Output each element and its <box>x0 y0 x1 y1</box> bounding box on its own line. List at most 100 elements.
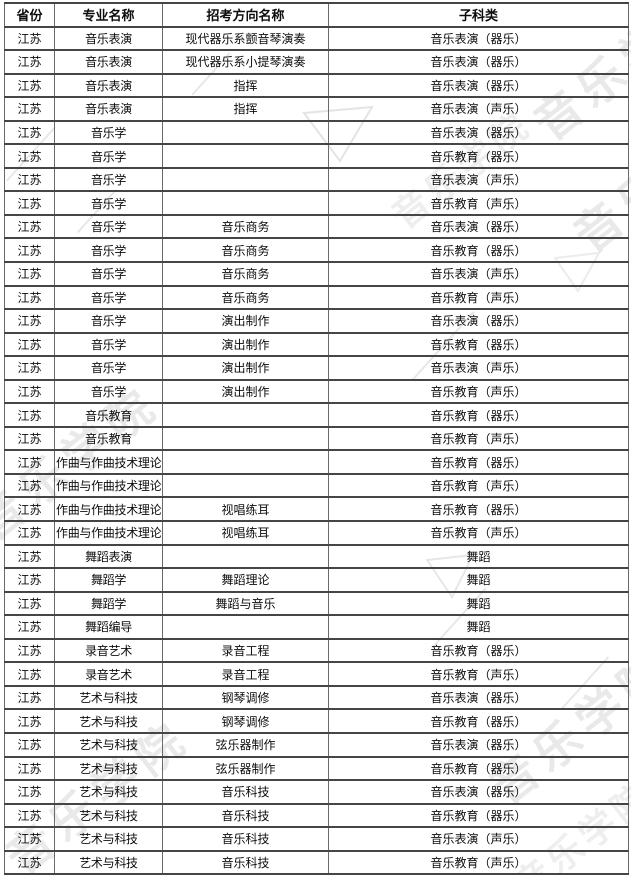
cell-direction: 视唱练耳 <box>162 496 329 523</box>
table-row: 江苏 艺术与科技 音乐科技 音乐教育（器乐） <box>4 802 629 829</box>
cell-subcategory: 音乐教育（声乐） <box>328 472 629 499</box>
cell-direction: 音乐商务 <box>162 261 329 287</box>
table-row: 江苏 音乐学 音乐教育（器乐） <box>4 143 629 169</box>
cell-subcategory: 音乐表演（器乐） <box>328 72 629 99</box>
column-header-major: 专业名称 <box>54 2 163 28</box>
cell-subcategory: 音乐教育（声乐） <box>328 661 629 687</box>
cell-direction: 舞蹈理论 <box>162 567 329 593</box>
table-row: 江苏 艺术与科技 钢琴调修 音乐教育（器乐） <box>4 708 629 734</box>
cell-subcategory: 音乐表演（器乐） <box>328 213 629 240</box>
cell-province: 江苏 <box>4 826 55 852</box>
cell-major: 音乐学 <box>54 119 163 146</box>
cell-province: 江苏 <box>4 143 55 169</box>
cell-direction <box>162 614 329 640</box>
cell-direction <box>162 190 329 216</box>
cell-direction: 音乐科技 <box>162 779 329 805</box>
cell-province: 江苏 <box>4 284 55 311</box>
table-row: 江苏 录音艺术 录音工程 音乐教育（声乐） <box>4 661 629 687</box>
cell-province: 江苏 <box>4 237 55 263</box>
cell-province: 江苏 <box>4 119 55 146</box>
cell-province: 江苏 <box>4 567 55 593</box>
cell-subcategory: 舞蹈 <box>328 543 629 570</box>
table-row: 江苏 作曲与作曲技术理论 音乐教育（器乐） <box>4 449 629 475</box>
cell-direction: 录音工程 <box>162 637 329 664</box>
table-row: 江苏 音乐学 演出制作 音乐教育（声乐） <box>4 378 629 405</box>
cell-major: 音乐学 <box>54 213 163 240</box>
cell-province: 江苏 <box>4 378 55 405</box>
cell-province: 江苏 <box>4 166 55 193</box>
cell-province: 江苏 <box>4 520 55 546</box>
cell-subcategory: 音乐表演（声乐） <box>328 166 629 193</box>
cell-direction <box>162 143 329 169</box>
table-row: 江苏 音乐学 音乐商务 音乐教育（器乐） <box>4 237 629 263</box>
table-row: 江苏 音乐学 音乐表演（器乐） <box>4 119 629 146</box>
cell-subcategory: 音乐教育（声乐） <box>328 520 629 546</box>
cell-direction: 音乐商务 <box>162 213 329 240</box>
cell-major: 作曲与作曲技术理论 <box>54 449 163 475</box>
column-header-subcategory: 子科类 <box>328 2 629 28</box>
cell-major: 艺术与科技 <box>54 779 163 805</box>
cell-province: 江苏 <box>4 331 55 358</box>
cell-subcategory: 音乐表演（声乐） <box>328 261 629 287</box>
cell-province: 江苏 <box>4 708 55 734</box>
cell-province: 江苏 <box>4 449 55 475</box>
table-row: 江苏 音乐教育 音乐教育（器乐） <box>4 402 629 428</box>
cell-direction: 录音工程 <box>162 661 329 687</box>
cell-subcategory: 音乐表演（声乐） <box>328 355 629 381</box>
table-row: 江苏 音乐学 演出制作 音乐教育（器乐） <box>4 331 629 358</box>
cell-direction: 演出制作 <box>162 378 329 405</box>
table-row: 江苏 作曲与作曲技术理论 视唱练耳 音乐教育（声乐） <box>4 520 629 546</box>
table-row: 江苏 艺术与科技 音乐科技 音乐表演（器乐） <box>4 779 629 805</box>
cell-subcategory: 音乐教育（声乐） <box>328 190 629 216</box>
cell-major: 作曲与作曲技术理论 <box>54 496 163 523</box>
cell-direction: 音乐科技 <box>162 849 329 875</box>
cell-major: 舞蹈编导 <box>54 614 163 640</box>
cell-major: 音乐学 <box>54 378 163 405</box>
cell-province: 江苏 <box>4 402 55 428</box>
cell-direction: 指挥 <box>162 72 329 99</box>
cell-major: 艺术与科技 <box>54 755 163 782</box>
table-row: 江苏 录音艺术 录音工程 音乐教育（器乐） <box>4 637 629 664</box>
cell-province: 江苏 <box>4 213 55 240</box>
table-row: 江苏 舞蹈学 舞蹈与音乐 舞蹈 <box>4 590 629 617</box>
cell-province: 江苏 <box>4 96 55 122</box>
table-row: 江苏 作曲与作曲技术理论 视唱练耳 音乐教育（器乐） <box>4 496 629 523</box>
cell-province: 江苏 <box>4 637 55 664</box>
cell-direction: 音乐科技 <box>162 802 329 829</box>
cell-subcategory: 音乐教育（器乐） <box>328 237 629 263</box>
column-header-province: 省份 <box>4 2 55 28</box>
table-row: 江苏 舞蹈编导 舞蹈 <box>4 614 629 640</box>
cell-major: 艺术与科技 <box>54 684 163 711</box>
table-row: 江苏 音乐教育 音乐教育（声乐） <box>4 425 629 452</box>
cell-province: 江苏 <box>4 425 55 452</box>
cell-province: 江苏 <box>4 308 55 334</box>
cell-major: 舞蹈学 <box>54 590 163 617</box>
cell-subcategory: 音乐表演（器乐） <box>328 779 629 805</box>
cell-subcategory: 音乐教育（声乐） <box>328 425 629 452</box>
cell-province: 江苏 <box>4 590 55 617</box>
cell-direction: 弦乐器制作 <box>162 731 329 758</box>
cell-province: 江苏 <box>4 661 55 687</box>
cell-province: 江苏 <box>4 614 55 640</box>
cell-major: 音乐表演 <box>54 96 163 122</box>
table-row: 江苏 艺术与科技 音乐科技 音乐表演（声乐） <box>4 826 629 852</box>
table-row: 江苏 音乐表演 现代器乐系小提琴演奏 音乐表演（器乐） <box>4 49 629 75</box>
table-row: 江苏 音乐学 音乐教育（声乐） <box>4 190 629 216</box>
cell-subcategory: 音乐教育（声乐） <box>328 378 629 405</box>
cell-subcategory: 音乐表演（器乐） <box>328 308 629 334</box>
cell-subcategory: 音乐表演（器乐） <box>328 49 629 75</box>
cell-subcategory: 音乐教育（器乐） <box>328 637 629 664</box>
cell-province: 江苏 <box>4 731 55 758</box>
cell-major: 音乐学 <box>54 308 163 334</box>
cell-direction <box>162 119 329 146</box>
cell-direction: 弦乐器制作 <box>162 755 329 782</box>
cell-subcategory: 音乐表演（器乐） <box>328 684 629 711</box>
cell-major: 音乐学 <box>54 143 163 169</box>
cell-direction: 舞蹈与音乐 <box>162 590 329 617</box>
cell-province: 江苏 <box>4 779 55 805</box>
table-row: 江苏 音乐表演 指挥 音乐表演（器乐） <box>4 72 629 99</box>
cell-subcategory: 音乐表演（声乐） <box>328 826 629 852</box>
cell-major: 音乐教育 <box>54 402 163 428</box>
table-row: 江苏 音乐学 音乐表演（声乐） <box>4 166 629 193</box>
cell-subcategory: 音乐表演（器乐） <box>328 731 629 758</box>
